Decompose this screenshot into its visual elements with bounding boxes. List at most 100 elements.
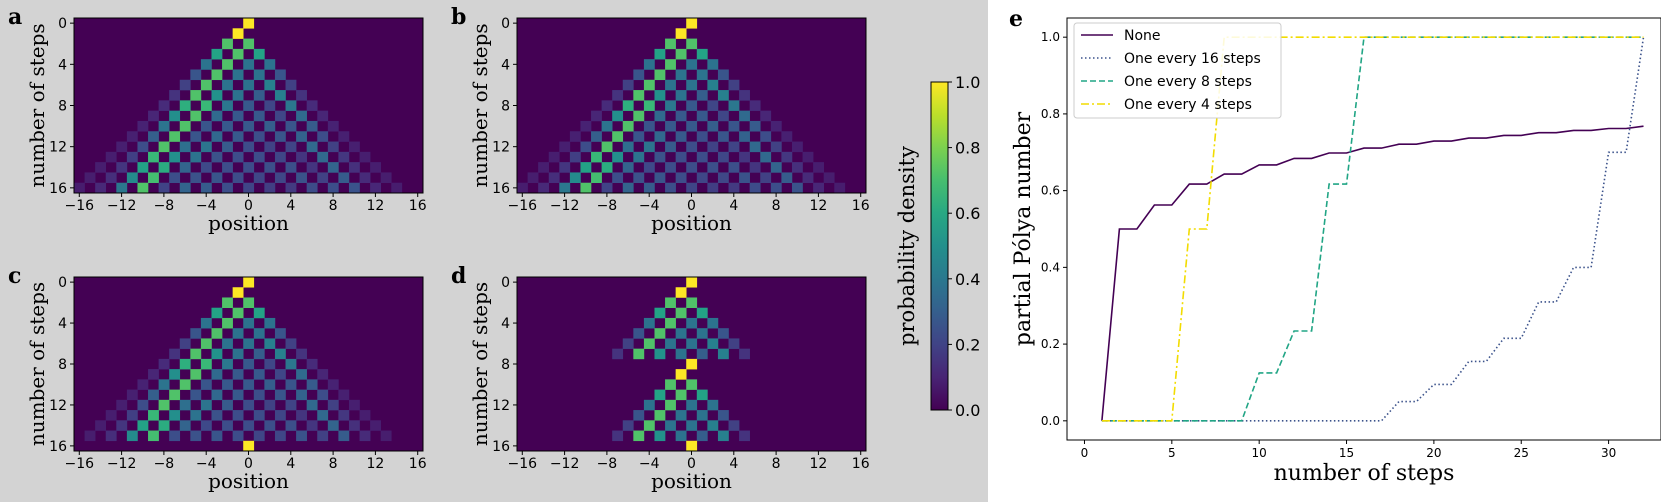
heatmap-cell [696, 172, 708, 183]
x-tick-label: 4 [286, 456, 295, 472]
heatmap-cell [116, 420, 128, 431]
y-tick-label: 4 [58, 316, 67, 332]
heatmap-cell [380, 172, 392, 183]
heatmap-cell [253, 131, 265, 142]
heatmap-cell [232, 28, 244, 39]
heatmap-cell [264, 59, 276, 70]
heatmap-cell [686, 399, 698, 411]
heatmap-cell [169, 348, 181, 360]
heatmap-cell [169, 389, 181, 401]
heatmap-cell [665, 338, 676, 349]
heatmap-cell [675, 430, 687, 442]
x-axis-label: position [651, 211, 732, 235]
heatmap-cell [622, 100, 634, 111]
heatmap-cell [285, 141, 297, 153]
plot-frame [1066, 17, 1661, 441]
heatmap-cell [222, 79, 233, 91]
heatmap-cell [222, 38, 233, 50]
heatmap-cell [306, 120, 318, 132]
heatmap-cell [190, 110, 202, 122]
heatmap-cell [622, 182, 634, 194]
heatmap-cell [612, 151, 624, 163]
x-tick-label: 20 [1426, 446, 1441, 460]
heatmap-cell [728, 79, 740, 91]
x-tick-label: −8 [597, 456, 618, 472]
heatmap-cell [643, 79, 655, 91]
heatmap-cell [222, 141, 233, 153]
heatmap-cell [137, 399, 149, 411]
heatmap-cell [370, 420, 381, 431]
heatmap-cell [148, 369, 159, 380]
heatmap-cell [200, 399, 212, 411]
legend-label: One every 8 steps [1124, 74, 1252, 90]
heatmap-cell [190, 410, 202, 421]
x-tick-label: −4 [196, 198, 217, 214]
x-tick-label: 12 [809, 198, 827, 214]
x-tick-label: −8 [154, 456, 175, 472]
heatmap-cell [264, 162, 276, 173]
heatmap-cell [327, 120, 339, 132]
heatmap-cell [654, 348, 666, 360]
heatmap-cell [190, 172, 202, 183]
heatmap-cell [264, 317, 276, 329]
y-axis-label: number of steps [468, 282, 492, 446]
heatmap-cell [654, 90, 666, 101]
heatmap-cell [728, 338, 740, 349]
heatmap-cell [211, 328, 223, 339]
heatmap-cell [527, 172, 539, 183]
heatmap-cells [612, 277, 750, 452]
heatmap-cell [359, 410, 371, 421]
heatmap-cell [169, 369, 181, 380]
heatmap-cell [222, 420, 233, 431]
heatmap-cell [760, 131, 772, 142]
heatmap-panel-c: −16 −12 −8 −4 0 4 8 12 16 0 4 8 12 16 position number o… [8, 263, 427, 493]
heatmap-cell [643, 399, 655, 411]
x-tick-label: 12 [366, 456, 384, 472]
heatmap-cell [612, 131, 624, 142]
x-tick-label: −4 [639, 198, 660, 214]
heatmap-cell [348, 141, 360, 153]
heatmap-cell [580, 182, 592, 194]
heatmap-cell [665, 297, 676, 309]
y-tick-label: 0.4 [1041, 260, 1060, 274]
heatmap-cell [517, 182, 528, 194]
heatmap-cell [285, 100, 297, 111]
heatmap-cell [327, 420, 339, 431]
heatmap-panel-a: −16 −12 −8 −4 0 4 8 12 16 0 4 8 12 16 position number o… [8, 4, 427, 235]
y-tick-label: 8 [501, 99, 510, 115]
heatmap-cell [126, 410, 138, 421]
heatmap-cell [717, 110, 729, 122]
panel-letter: c [8, 263, 21, 289]
heatmap-cell [105, 172, 117, 183]
heatmap-cell [137, 162, 149, 173]
heatmap-cell [633, 110, 645, 122]
heatmap-cell [338, 131, 350, 142]
x-tick-label: −4 [639, 456, 660, 472]
heatmap-cell [696, 430, 708, 442]
heatmap-cell [686, 100, 698, 111]
heatmap-cell [591, 110, 602, 122]
heatmap-cell [317, 172, 329, 183]
heatmap-cell [717, 328, 729, 339]
x-tick-label: −12 [550, 198, 580, 214]
heatmap-cell [370, 182, 381, 194]
heatmap-cell [243, 297, 255, 309]
heatmap-cell [633, 348, 645, 360]
colorbar-tick-label: 0.8 [955, 139, 980, 158]
heatmap-cell [696, 69, 708, 81]
heatmap-cell [200, 59, 212, 70]
heatmap-cell [675, 28, 687, 39]
heatmap-cell [232, 131, 244, 142]
heatmap-cell [728, 100, 740, 111]
y-tick-label: 16 [492, 439, 510, 455]
heatmap-cell [327, 399, 339, 411]
heatmap-cell [654, 389, 666, 401]
heatmap-cell [222, 358, 233, 370]
heatmap-cell [665, 120, 676, 132]
heatmap-panel-d: −16 −12 −8 −4 0 4 8 12 16 0 4 8 12 16 position number o… [451, 263, 870, 493]
heatmap-cell [327, 379, 339, 390]
heatmap-cell [739, 110, 750, 122]
heatmap-cell [686, 338, 698, 349]
heatmap-cell [179, 358, 191, 370]
heatmap-cell [264, 79, 276, 91]
